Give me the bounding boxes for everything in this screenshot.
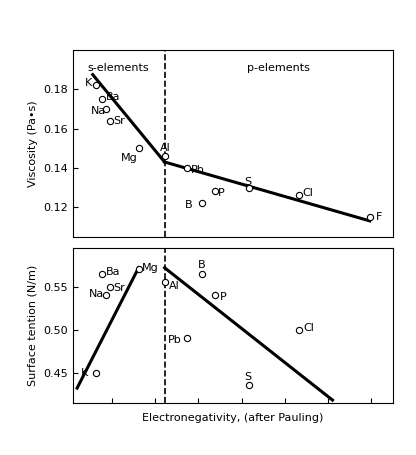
Text: S: S — [244, 177, 251, 187]
Text: Mg: Mg — [142, 263, 159, 273]
Text: K: K — [85, 78, 92, 88]
Text: Al: Al — [169, 281, 180, 291]
Text: B: B — [184, 200, 192, 210]
Text: Cl: Cl — [303, 323, 314, 333]
Text: Sr: Sr — [114, 283, 125, 293]
Text: S: S — [244, 372, 251, 382]
Text: P: P — [218, 188, 225, 198]
Text: Mg: Mg — [121, 153, 138, 163]
Text: Sr: Sr — [114, 116, 125, 126]
Text: K: K — [81, 369, 88, 379]
Text: Pb: Pb — [191, 165, 204, 175]
Text: p-elements: p-elements — [248, 63, 310, 73]
Text: Na: Na — [89, 289, 104, 299]
Text: P: P — [220, 292, 227, 302]
Y-axis label: Surface tention (N/m): Surface tention (N/m) — [27, 265, 37, 386]
Text: F: F — [376, 212, 382, 222]
Text: Cl: Cl — [302, 188, 313, 198]
Text: Na: Na — [91, 106, 106, 116]
Text: s-elements: s-elements — [88, 63, 149, 73]
Text: Pb: Pb — [168, 335, 182, 345]
X-axis label: Electronegativity, (after Pauling): Electronegativity, (after Pauling) — [142, 413, 324, 423]
Y-axis label: Viscosity (Pa•s): Viscosity (Pa•s) — [27, 100, 37, 187]
Text: Ba: Ba — [106, 267, 120, 277]
Text: B: B — [198, 260, 205, 270]
Text: Al: Al — [160, 143, 171, 153]
Text: Ba: Ba — [106, 92, 120, 102]
